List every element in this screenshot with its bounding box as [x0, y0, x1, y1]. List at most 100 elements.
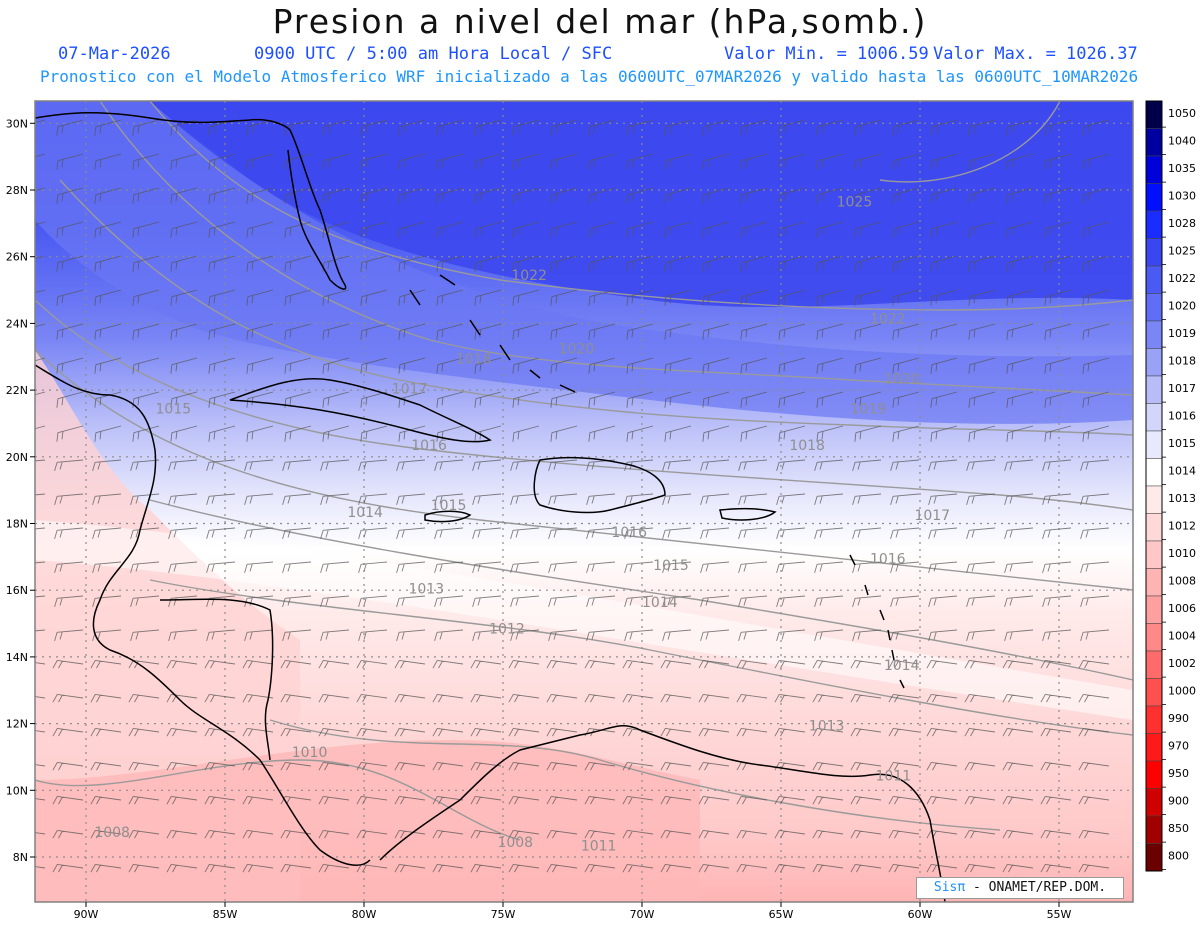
- lon-tick-label: 60W: [908, 908, 933, 921]
- lat-tick-label: 28N: [6, 184, 28, 197]
- contour-label: 1014: [884, 658, 920, 674]
- colorbar-label: 1030: [1168, 190, 1196, 203]
- colorbar-swatch: [1145, 678, 1163, 707]
- colorbar-label: 900: [1168, 795, 1189, 808]
- lat-tick-label: 10N: [6, 784, 28, 797]
- contour-label: 1025: [837, 195, 873, 211]
- colorbar-label: 1004: [1168, 630, 1196, 643]
- lat-tick-label: 16N: [6, 584, 28, 597]
- colorbar-swatch: [1145, 843, 1163, 872]
- contour-label: 1016: [870, 552, 906, 568]
- coast-lesser-antilles: [849, 554, 905, 689]
- contour-labels: 1025 1022 1022 1020 1020 1018 1017 1019 1018 1016…: [94, 195, 950, 855]
- lat-tick-label: 14N: [6, 651, 28, 664]
- latitude-axis: 30N 28N 26N 24N 22N 20N 18N 16N 14N 12N 10N 8N: [6, 117, 35, 864]
- colorbar-swatch: [1145, 815, 1163, 844]
- colorbar-swatch: [1145, 348, 1163, 377]
- colorbar-swatch: [1145, 128, 1163, 157]
- colorbar-swatch: [1145, 568, 1163, 597]
- colorbar-label: 1018: [1168, 355, 1196, 368]
- model-info: Pronostico con el Modelo Atmosferico WRF…: [40, 67, 1139, 86]
- contour-label: 1020: [559, 341, 595, 357]
- longitude-axis: 90W 85W 80W 75W 70W 65W 60W 55W: [74, 902, 1072, 921]
- contour-label: 1011: [581, 838, 617, 854]
- low-pressure-south: [35, 740, 700, 902]
- colorbar-swatch: [1145, 513, 1163, 542]
- colorbar-label: 1019: [1168, 327, 1196, 340]
- max-value: Valor Max. = 1026.37: [933, 44, 1138, 64]
- colorbar-label: 970: [1168, 740, 1189, 753]
- colorbar-swatch: [1145, 540, 1163, 569]
- colorbar-label: 850: [1168, 822, 1189, 835]
- colorbar-swatch: [1145, 760, 1163, 789]
- colorbar-swatch: [1145, 705, 1163, 734]
- credit-box: Sisπ - ONAMET/REP.DOM.: [916, 877, 1124, 899]
- colorbar-swatch: [1145, 320, 1163, 349]
- lon-tick-label: 85W: [213, 908, 238, 921]
- colorbar-label: 1000: [1168, 685, 1196, 698]
- lon-tick-label: 65W: [769, 908, 794, 921]
- coast-puerto-rico: [719, 507, 777, 521]
- contour-label: 1017: [392, 381, 428, 397]
- contour-label: 1022: [511, 268, 547, 284]
- colorbar-swatch: [1145, 623, 1163, 652]
- colorbar-label: 1020: [1168, 300, 1196, 313]
- contour-label: 1010: [292, 745, 328, 761]
- lat-tick-label: 30N: [6, 117, 28, 130]
- lat-tick-label: 20N: [6, 451, 28, 464]
- contour-label: 1015: [653, 558, 689, 574]
- colorbar-label: 1015: [1168, 437, 1196, 450]
- contour-label: 1018: [789, 438, 825, 454]
- ridge-1020: [35, 101, 1133, 424]
- colorbar-label: 1012: [1168, 520, 1196, 533]
- lon-tick-label: 55W: [1047, 908, 1072, 921]
- colorbar-swatch: [1145, 788, 1163, 817]
- coast-jamaica: [424, 510, 472, 523]
- colorbar-swatch: [1145, 485, 1163, 514]
- lat-tick-label: 22N: [6, 384, 28, 397]
- lat-tick-label: 24N: [6, 317, 28, 330]
- contour-label: 1019: [851, 401, 887, 417]
- colorbar-swatch: [1145, 293, 1163, 322]
- high-pressure-band: [150, 101, 1133, 308]
- colorbar-swatch: [1145, 458, 1163, 487]
- contour-label: 1016: [611, 525, 647, 541]
- graticule: [35, 101, 1133, 902]
- wind-barb-field: [35, 119, 1110, 873]
- colorbar-label: 1013: [1168, 492, 1196, 505]
- colorbar-label: 1010: [1168, 547, 1196, 560]
- colorbar-swatch: [1145, 183, 1163, 212]
- min-value: Valor Min. = 1006.59: [724, 44, 929, 64]
- coastlines: [35, 111, 946, 902]
- colorbar-label: 1022: [1168, 272, 1196, 285]
- colorbar-swatch: [1145, 265, 1163, 294]
- colorbar-label: 1025: [1168, 245, 1196, 258]
- plot-frame: [34, 100, 1134, 903]
- sis-logo: Sisπ: [933, 880, 966, 895]
- colorbar-label: 1014: [1168, 465, 1196, 478]
- forecast-date: 07-Mar-2026: [58, 44, 171, 64]
- contour-label: 1015: [156, 401, 192, 417]
- colorbar-swatch: [1145, 595, 1163, 624]
- colorbar-label: 1016: [1168, 410, 1196, 423]
- wind-barbs: [35, 119, 1110, 873]
- lon-tick-label: 75W: [491, 908, 516, 921]
- contour-label: 1015: [431, 498, 467, 514]
- colorbar-swatch: [1145, 650, 1163, 679]
- coast-south-america: [379, 724, 946, 902]
- lon-tick-label: 90W: [74, 908, 99, 921]
- colorbar-swatch: [1145, 100, 1163, 129]
- coast-honduras-nicaragua: [159, 598, 274, 761]
- colorbar-swatch: [1145, 155, 1163, 184]
- lon-tick-label: 70W: [630, 908, 655, 921]
- colorbar-swatch: [1145, 430, 1163, 459]
- lat-tick-label: 8N: [13, 851, 28, 864]
- colorbar-swatch: [1145, 375, 1163, 404]
- contour-label: 1022: [870, 311, 906, 327]
- contour-label: 1011: [876, 768, 912, 784]
- band-1014: [35, 520, 1133, 720]
- colorbar-label: 1028: [1168, 217, 1196, 230]
- colorbar-swatch: [1145, 733, 1163, 762]
- credit-org: - ONAMET/REP.DOM.: [965, 880, 1107, 895]
